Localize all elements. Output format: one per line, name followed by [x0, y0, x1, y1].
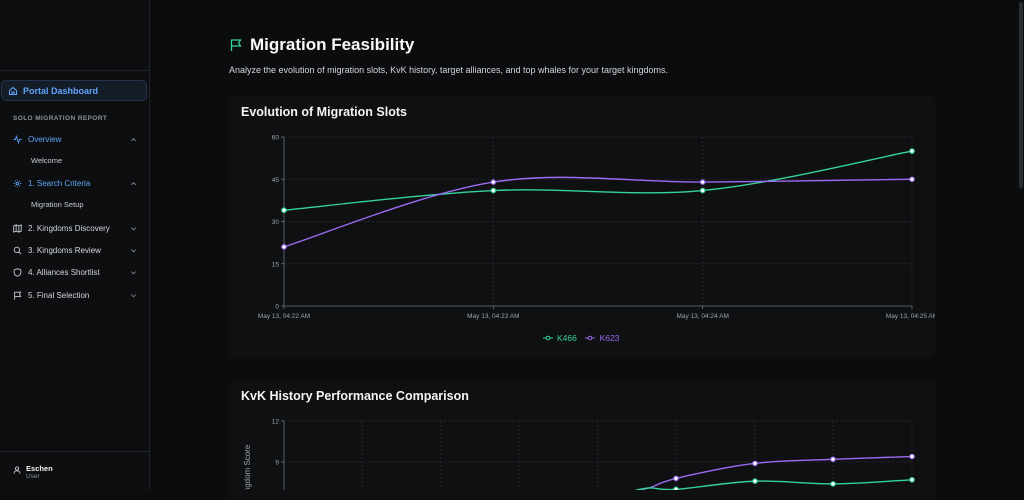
divider: [0, 70, 149, 71]
data-point: [673, 475, 679, 482]
sidebar-item-search-criteria[interactable]: 1. Search Criteria: [13, 176, 137, 190]
data-point: [490, 187, 497, 194]
series-line-k466: [634, 479, 913, 490]
section-label: SOLO MIGRATION REPORT: [13, 115, 108, 122]
x-tick-label: May 13, 04:23 AM: [467, 313, 519, 320]
x-tick-label: May 13, 04:24 AM: [676, 313, 728, 320]
user-name: Eschen: [26, 464, 53, 473]
portal-dashboard-button[interactable]: Portal Dashboard: [1, 80, 147, 101]
portal-dashboard-label: Portal Dashboard: [23, 85, 99, 96]
sidebar: Portal Dashboard SOLO MIGRATION REPORT O…: [0, 0, 150, 490]
activity-icon: [13, 134, 22, 144]
sidebar-item-label: 4. Alliances Shortlist: [28, 267, 100, 277]
sidebar-subitem-migration-setup[interactable]: Migration Setup: [31, 200, 84, 209]
data-point: [830, 481, 836, 487]
kvk-history-card: KvK History Performance Comparison: [229, 380, 935, 500]
legend-label: K466: [556, 333, 577, 343]
chart-legend: K466 K623: [229, 333, 935, 343]
chevron-up-icon[interactable]: [130, 136, 137, 143]
data-point: [909, 176, 915, 183]
data-point: [699, 179, 706, 185]
migration-slots-card: Evolution of Migration Slots K466 K623: [229, 96, 935, 358]
user-panel[interactable]: Eschen User: [0, 451, 149, 491]
y-tick-label: 15: [272, 261, 280, 268]
sidebar-item-label: 2. Kingdoms Discovery: [28, 223, 110, 233]
x-tick-label: May 13, 04:25 AM: [886, 313, 935, 320]
scrollbar-thumb[interactable]: [1019, 2, 1023, 188]
data-point: [752, 460, 758, 467]
sidebar-item-overview[interactable]: Overview: [13, 132, 137, 146]
y-tick-label: 60: [272, 135, 280, 142]
chevron-down-icon[interactable]: [130, 225, 137, 232]
y-tick-label: 30: [272, 219, 280, 226]
sidebar-item-alliances-shortlist[interactable]: 4. Alliances Shortlist: [13, 265, 137, 279]
migration-slots-chart: 0 15 30 45 60 May 13, 04:22 AM May 13, 04:23 A…: [258, 135, 935, 321]
sidebar-item-label: 3. Kingdoms Review: [28, 245, 101, 255]
gear-icon: [13, 179, 22, 187]
chart-title: Evolution of Migration Slots: [241, 105, 407, 119]
flag-icon: [14, 291, 22, 300]
sidebar-item-label: Overview: [28, 134, 62, 144]
chevron-down-icon[interactable]: [130, 292, 137, 299]
shield-icon: [13, 267, 22, 277]
y-tick-label: 9: [275, 460, 279, 467]
data-point: [490, 179, 497, 185]
series-line-k623: [636, 455, 913, 490]
sidebar-item-final-selection[interactable]: 5. Final Selection: [13, 288, 137, 302]
user-icon: [13, 466, 21, 474]
legend-item-k466[interactable]: K466: [542, 333, 582, 343]
legend-item-k623[interactable]: K623: [585, 333, 621, 343]
sidebar-item-label: 5. Final Selection: [28, 290, 90, 300]
chevron-down-icon[interactable]: [130, 247, 137, 254]
data-point: [909, 148, 915, 154]
legend-label: K623: [599, 333, 620, 343]
data-point: [909, 476, 915, 483]
y-tick-label: 0: [275, 304, 279, 311]
home-icon: [8, 86, 18, 95]
page-subtitle: Analyze the evolution of migration slots…: [229, 65, 669, 75]
y-tick-label: 12: [272, 419, 280, 426]
flag-icon: [230, 39, 242, 51]
legend-marker-icon: [585, 335, 596, 341]
data-point: [830, 456, 836, 463]
y-tick-label: 45: [272, 177, 280, 184]
x-tick-label: May 13, 04:22 AM: [258, 313, 310, 320]
y-axis-label: Kingdom Score: [243, 444, 252, 490]
kvk-history-chart: 9 12 Kingdom Score: [243, 419, 915, 490]
user-role: User: [26, 473, 40, 480]
data-point: [909, 453, 915, 460]
sidebar-item-kingdoms-review[interactable]: 3. Kingdoms Review: [13, 243, 137, 257]
sidebar-item-label: 1. Search Criteria: [28, 178, 91, 188]
data-point: [752, 478, 758, 484]
data-point: [673, 486, 679, 490]
data-point: [699, 187, 706, 194]
page-title: Migration Feasibility: [250, 35, 415, 54]
map-icon: [13, 223, 22, 233]
data-point: [281, 207, 287, 214]
chevron-up-icon[interactable]: [130, 180, 137, 187]
data-point: [281, 244, 287, 250]
series-line-k466: [283, 150, 913, 211]
sidebar-subitem-welcome[interactable]: Welcome: [31, 156, 63, 165]
chart-title: KvK History Performance Comparison: [241, 389, 469, 403]
chevron-down-icon[interactable]: [130, 269, 137, 276]
scrollbar[interactable]: [1018, 0, 1024, 490]
series-line-k623: [283, 176, 913, 248]
sidebar-item-kingdoms-discovery[interactable]: 2. Kingdoms Discovery: [13, 221, 137, 235]
page-header: Migration Feasibility: [229, 35, 414, 55]
legend-marker-icon: [542, 335, 553, 341]
search-icon: [13, 246, 22, 254]
